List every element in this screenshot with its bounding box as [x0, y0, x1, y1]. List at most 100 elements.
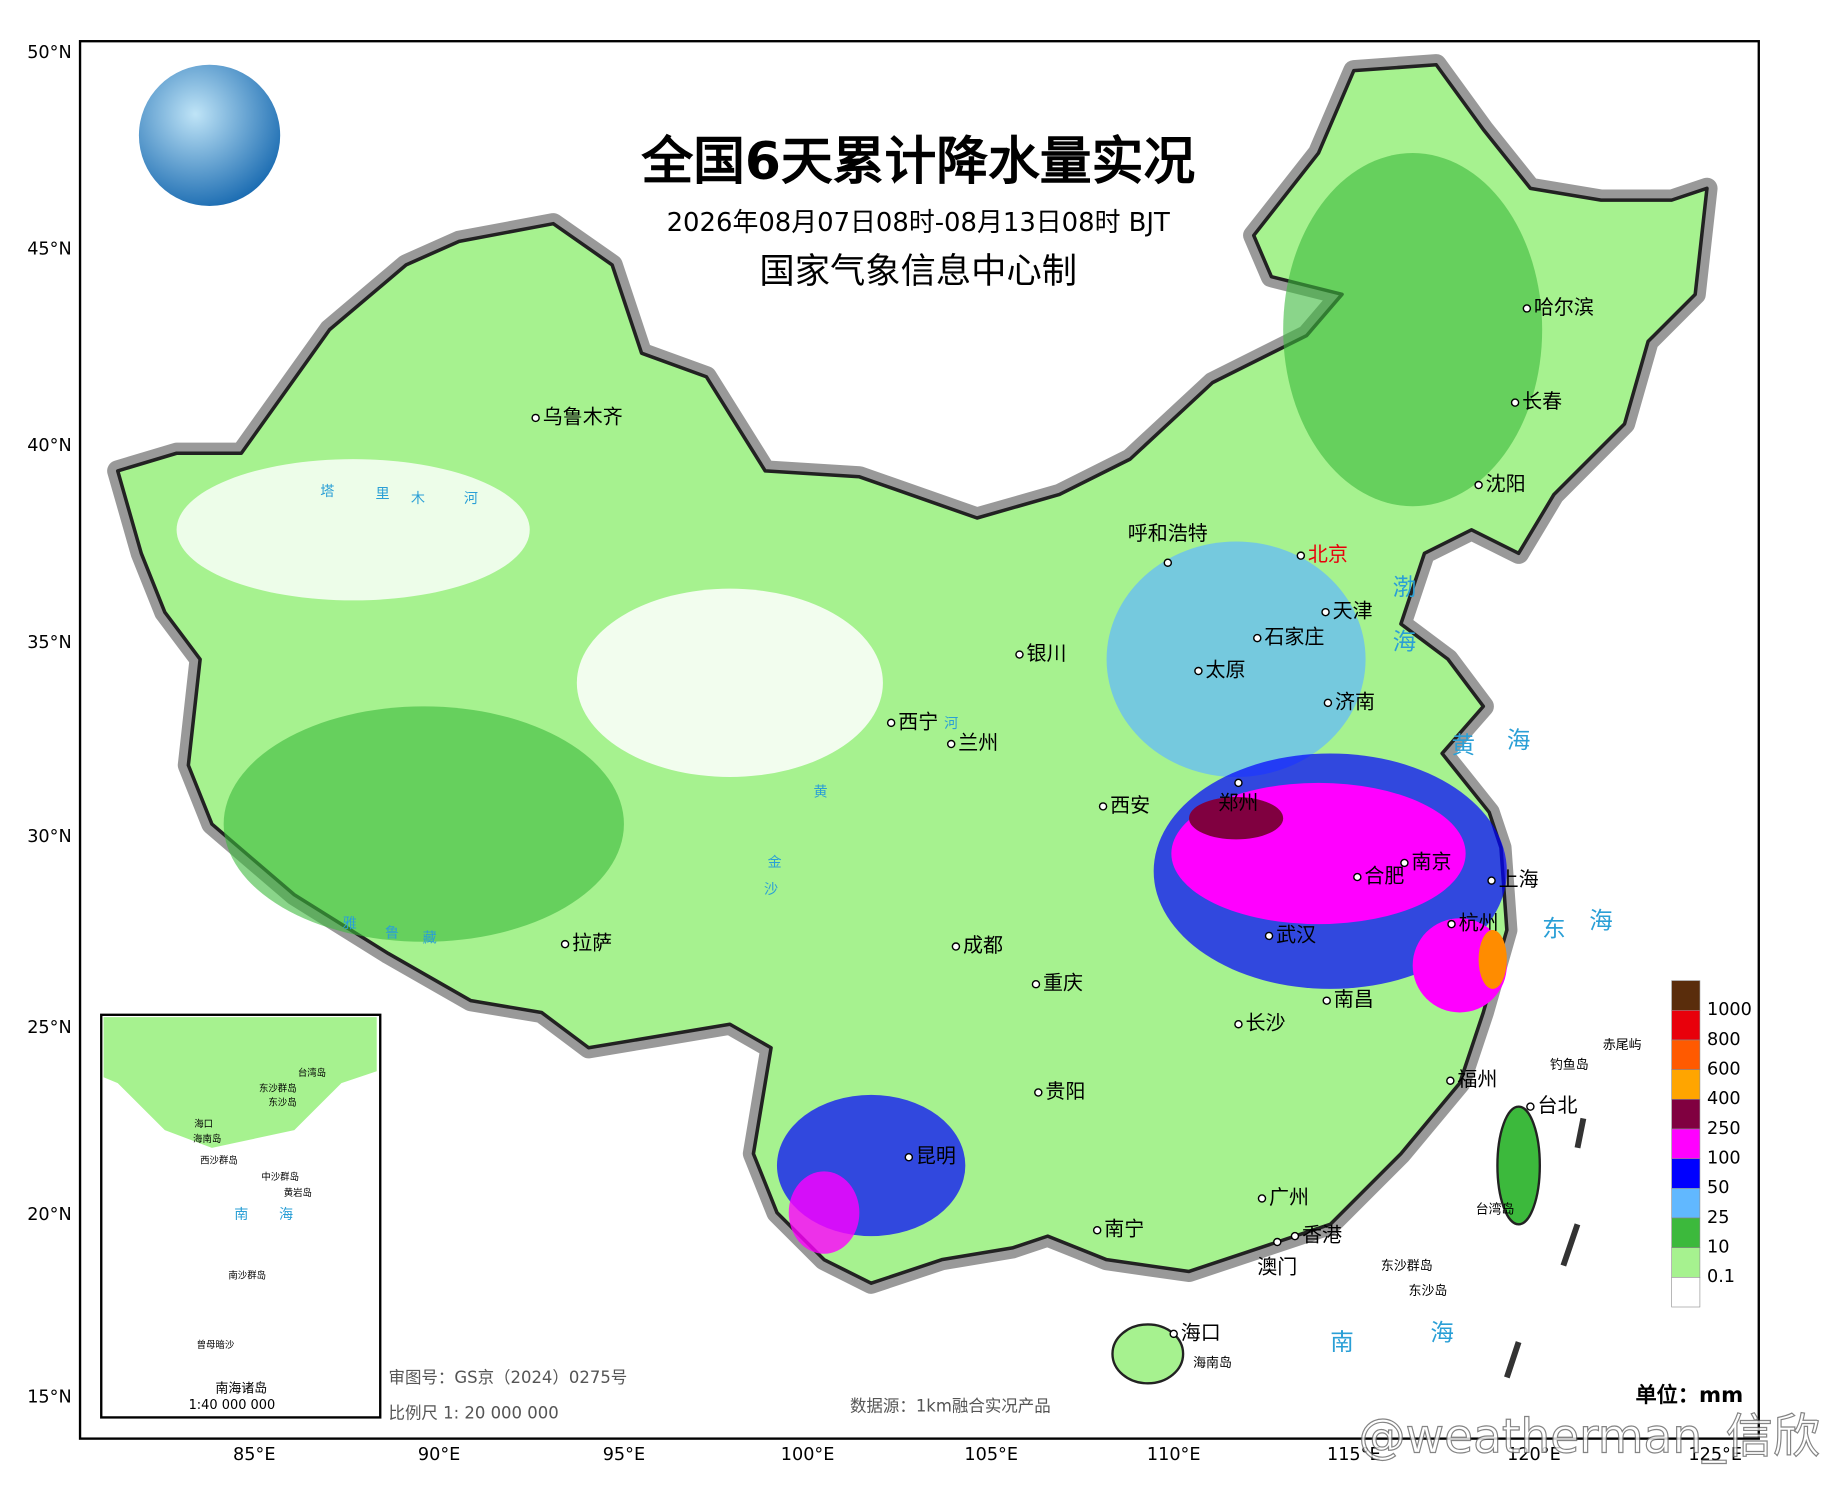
legend-label: 1000 [1707, 1000, 1752, 1020]
city-dot [1194, 666, 1203, 676]
city-dot [1353, 872, 1362, 882]
city-dot [1290, 1231, 1300, 1241]
city-label: 昆明 [916, 1144, 956, 1168]
data-source: 数据源：1km融合实况产品 [850, 1396, 1051, 1415]
inset-label: 海南岛 [193, 1133, 221, 1145]
country [107, 54, 1718, 1385]
dry-area [576, 588, 883, 777]
inset-label: 东沙群岛 [259, 1082, 297, 1094]
lon-label: 120°E [1507, 1445, 1561, 1465]
city-dot [1322, 996, 1331, 1005]
legend-swatch [1671, 980, 1701, 1011]
city-label: 南京 [1411, 849, 1451, 873]
legend-swatch [1671, 1099, 1701, 1130]
island-label: 东沙群岛 [1381, 1258, 1433, 1274]
city-label: 海口 [1181, 1320, 1221, 1344]
lat-label: 30°N [27, 827, 71, 847]
island-label: 赤尾屿 [1603, 1038, 1642, 1053]
lon-label: 90°E [418, 1445, 460, 1465]
city-dot [1169, 1329, 1178, 1339]
lon-label: 110°E [1147, 1445, 1201, 1465]
lat-label: 45°N [27, 240, 71, 260]
city-dot [1323, 698, 1333, 708]
sea-label: 东 [1542, 915, 1566, 943]
river-label: 金 [768, 855, 782, 871]
city-dot [1234, 1019, 1243, 1029]
river-label: 河 [464, 491, 478, 507]
lat-label: 40°N [27, 436, 71, 456]
legend-swatch [1671, 1039, 1701, 1070]
city-label: 石家庄 [1264, 625, 1324, 649]
city-dot [1273, 1237, 1282, 1247]
lon-label: 95°E [603, 1445, 645, 1465]
city-label: 贵阳 [1045, 1079, 1085, 1103]
river-label: 雅 [343, 916, 357, 932]
city-label: 哈尔滨 [1534, 295, 1594, 319]
city-dot [1234, 778, 1243, 788]
city-label: 呼和浩特 [1128, 521, 1208, 545]
city-label: 兰州 [958, 731, 998, 755]
inset-land [103, 1017, 377, 1148]
sea-label: 黄 [1452, 731, 1476, 759]
city-dot [1264, 931, 1274, 941]
city-label: 北京 [1308, 542, 1348, 566]
city-label: 长沙 [1246, 1011, 1286, 1035]
inset-label: 南沙群岛 [228, 1270, 266, 1282]
city-dot [1321, 607, 1330, 617]
river-label: 塔 [320, 484, 334, 500]
city-label: 拉萨 [572, 931, 612, 955]
wet-area [788, 1171, 860, 1254]
city-label: 香港 [1302, 1223, 1342, 1247]
city-label: 福州 [1457, 1067, 1497, 1091]
inset-label: 海 [279, 1207, 293, 1223]
city-label: 长春 [1522, 389, 1562, 413]
city-dot [1092, 1226, 1102, 1235]
legend-label: 50 [1707, 1178, 1729, 1198]
city-dot [1446, 1076, 1455, 1085]
legend-swatch [1671, 1128, 1701, 1159]
city-dot [1034, 1088, 1043, 1097]
city-label: 成都 [963, 933, 1003, 957]
lat-label: 20°N [27, 1205, 71, 1225]
river-label: 沙 [764, 882, 778, 898]
city-label: 天津 [1333, 599, 1373, 623]
inset-scale: 1:40 000 000 [189, 1398, 276, 1413]
sea-label: 海 [1507, 726, 1531, 754]
city-dot [1163, 558, 1173, 567]
city-dot [1031, 979, 1041, 989]
river-label: 里 [376, 486, 390, 502]
river-label: 鲁 [385, 926, 399, 942]
city-dot [1015, 650, 1024, 659]
lon-label: 115°E [1327, 1445, 1381, 1465]
island-label: 海南岛 [1193, 1355, 1232, 1371]
inset-label: 东沙岛 [268, 1097, 296, 1109]
city-label: 合肥 [1364, 864, 1404, 888]
city-label: 南昌 [1334, 987, 1374, 1011]
legend-swatch [1671, 1188, 1701, 1219]
dash-line [1504, 1117, 1587, 1379]
lon-label: 100°E [781, 1445, 835, 1465]
lon-label: 125°E [1688, 1445, 1742, 1465]
wet-area [1188, 797, 1284, 840]
river-label: 黄 [813, 783, 827, 800]
legend-label: 100 [1707, 1148, 1741, 1168]
lat-label: 50°N [27, 43, 71, 63]
inset-label: 南 [234, 1207, 248, 1223]
city-label: 郑州 [1218, 791, 1258, 815]
inset-label: 黄岩岛 [284, 1187, 312, 1199]
island-label: 台湾岛 [1476, 1202, 1515, 1218]
sea-label: 南 [1330, 1328, 1354, 1356]
city-label: 济南 [1335, 689, 1375, 713]
legend-label: 400 [1707, 1089, 1741, 1109]
city-dot [1400, 858, 1409, 868]
approval: 审图号：GS京（2024）0275号 [388, 1368, 627, 1387]
sea-label: 海 [1430, 1318, 1454, 1346]
inset-label: 台湾岛 [298, 1067, 326, 1079]
subtitle: 2026年08月07日08时-08月13日08时 BJT [667, 208, 1170, 238]
city-dot [951, 942, 961, 951]
city-label: 西宁 [898, 709, 938, 733]
inset-label: 中沙群岛 [261, 1171, 299, 1183]
legend-label: 0.1 [1707, 1267, 1735, 1287]
city-label: 武汉 [1276, 922, 1316, 946]
city-label: 西安 [1110, 793, 1150, 817]
